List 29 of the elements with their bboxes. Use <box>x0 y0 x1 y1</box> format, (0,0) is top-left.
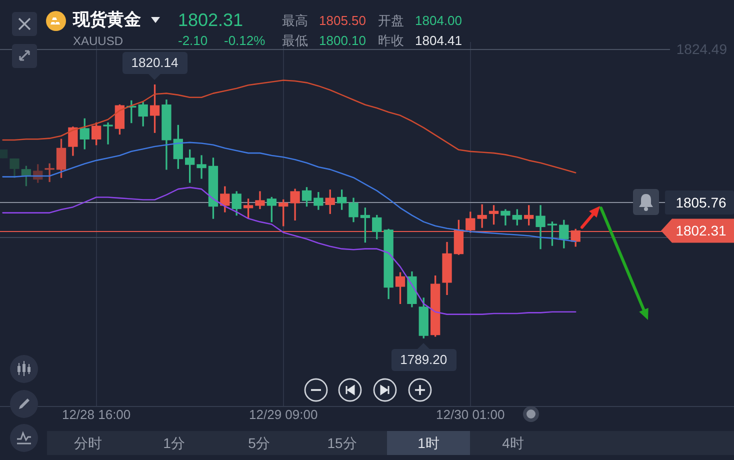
annotation: 1时 <box>387 431 470 455</box>
candlestick <box>103 122 113 144</box>
ref-line-label: 1805.76 <box>676 194 727 210</box>
x-tick-label: 12/29 09:00 <box>249 407 318 423</box>
annotation: 1804.41 <box>415 32 462 48</box>
annotation: 最低 <box>282 32 308 48</box>
annotation: 1800.10 <box>319 32 366 48</box>
annotation: 昨收 <box>378 32 404 48</box>
x-tick-label: 12/30 01:00 <box>436 407 505 423</box>
annotation: 1804.00 <box>415 12 462 28</box>
x-tick-label: 12/28 16:00 <box>62 407 131 423</box>
annotation: 5分 <box>247 434 271 453</box>
annotation: 最高 <box>282 12 308 28</box>
annotation: 开盘 <box>378 12 404 28</box>
annotation: 1分 <box>162 434 186 453</box>
annotation: 1802.31 <box>178 9 244 31</box>
annotation: 4时 <box>501 434 525 453</box>
annotation: 15分 <box>326 434 358 453</box>
annotation: 分时 <box>73 434 103 453</box>
annotation: -2.10 <box>178 32 208 48</box>
annotation: 1820.14 <box>122 52 188 74</box>
text: XAUUSD <box>73 33 124 49</box>
candlestick <box>196 155 206 179</box>
text: 现货黄金 <box>73 9 141 31</box>
annotation: 1805.50 <box>319 12 366 28</box>
candlestick <box>44 163 54 182</box>
annotation: 1789.20 <box>391 349 456 372</box>
ref-line-label: 1802.31 <box>676 222 727 239</box>
annotation: -0.12% <box>224 32 266 48</box>
